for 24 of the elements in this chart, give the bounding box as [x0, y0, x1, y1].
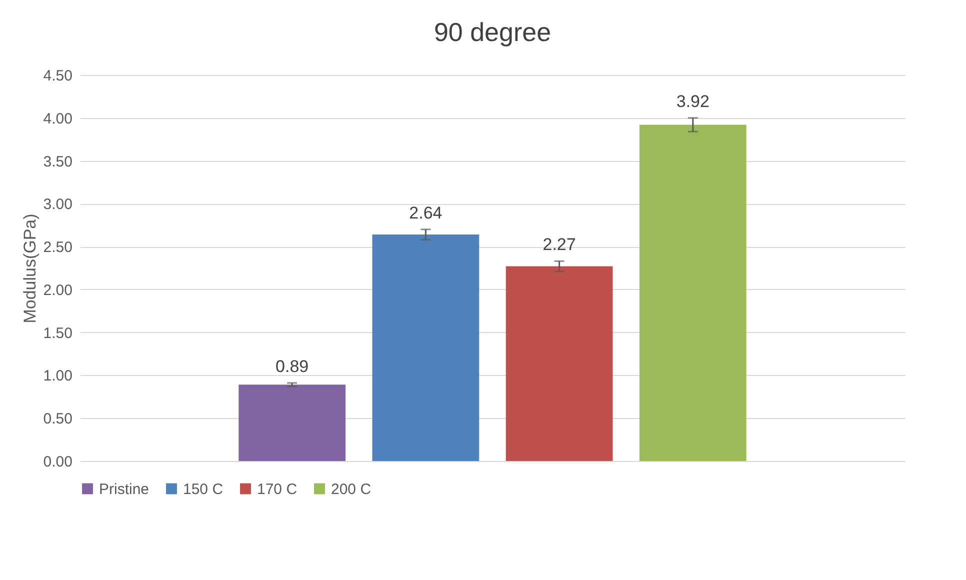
data-label: 2.27: [542, 235, 576, 254]
bar: [372, 234, 480, 461]
y-tick-label: 3.00: [43, 196, 72, 214]
legend-label: 170 C: [257, 480, 298, 498]
data-label: 2.64: [409, 203, 442, 222]
bar: [506, 266, 613, 461]
bar: [238, 384, 346, 461]
y-tick-label: 1.00: [43, 368, 72, 385]
y-tick-label: 4.50: [43, 68, 72, 84]
data-label: 3.92: [676, 92, 710, 111]
legend-label: Pristine: [99, 480, 150, 498]
y-tick-label: 3.50: [43, 153, 72, 170]
legend-label: 150 C: [183, 480, 224, 498]
y-tick-label: 0.00: [43, 454, 72, 470]
chart-title: 90 degree: [434, 17, 552, 47]
data-label: 0.89: [276, 356, 309, 376]
y-tick-label: 1.50: [43, 324, 72, 342]
legend-label: 200 C: [331, 480, 372, 498]
y-tick-label: 2.00: [43, 282, 72, 299]
y-tick-label: 0.50: [43, 410, 72, 428]
y-tick-label: 2.50: [43, 239, 72, 256]
y-axis-title: Modulus(GPa): [20, 214, 40, 324]
y-tick-label: 4.00: [43, 110, 72, 128]
bar: [639, 124, 746, 461]
